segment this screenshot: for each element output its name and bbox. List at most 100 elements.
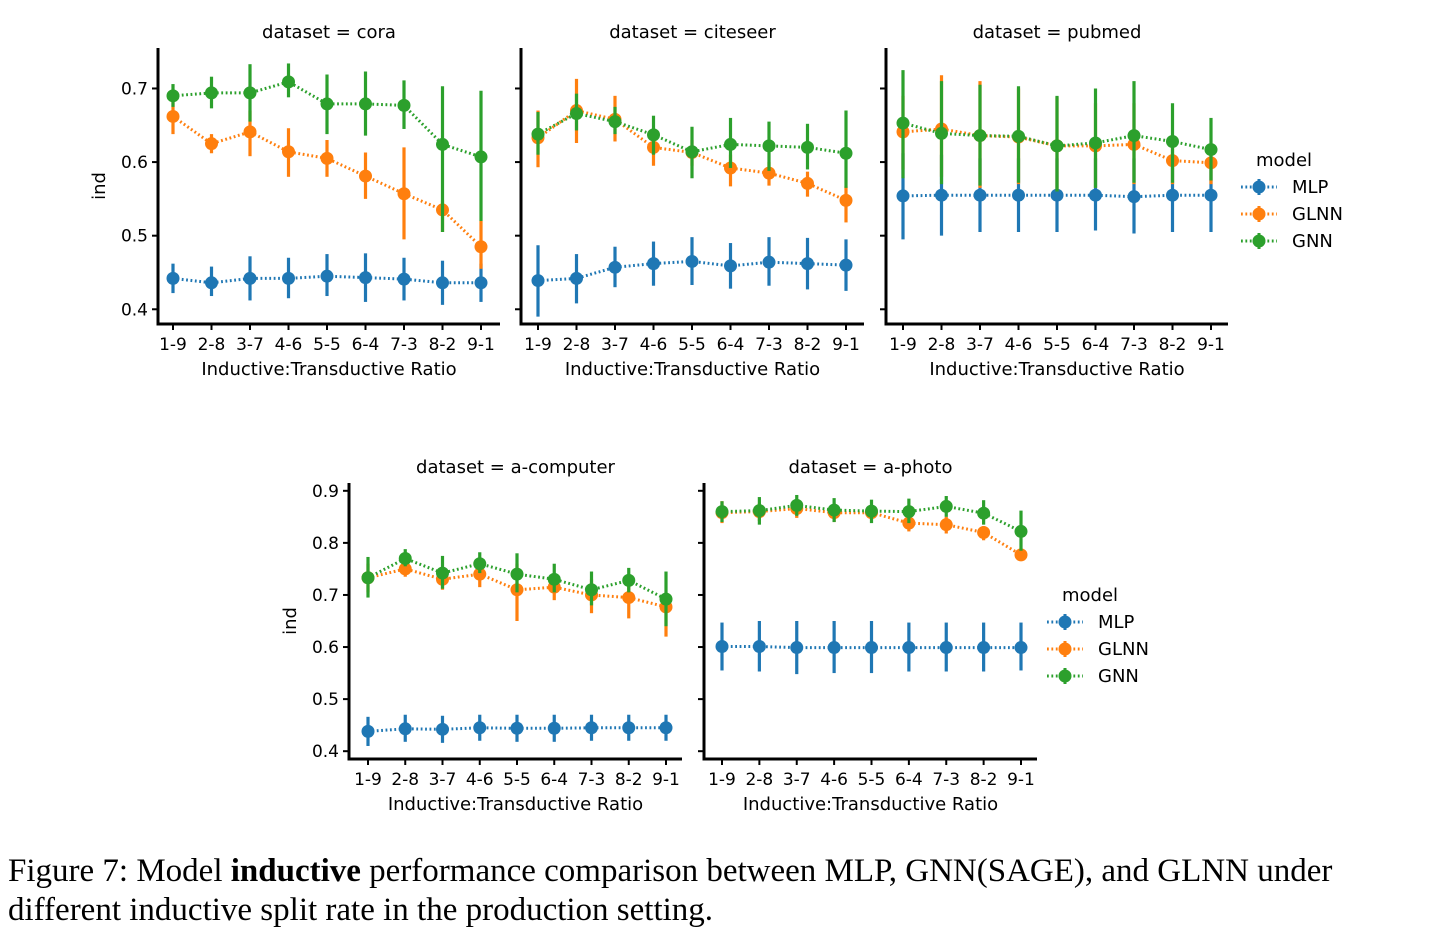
series-line (722, 645, 1021, 650)
x-tick-label: 7-3 (578, 770, 606, 790)
data-point (762, 255, 776, 269)
figure-canvas: dataset = cora 0.4 0.5 0.6 0.7 1-9 2-8 3-7 4-6 5-… (89, 22, 1343, 815)
y-tick-label: 0.5 (121, 227, 148, 247)
x-axis-title: Inductive:Transductive Ratio (743, 794, 998, 815)
data-point (827, 503, 841, 517)
data-point (839, 193, 853, 207)
x-tick-label: 9-1 (467, 335, 495, 355)
x-tick-label: 4-6 (275, 335, 303, 355)
data-point (320, 97, 334, 111)
data-point (1050, 139, 1064, 153)
data-point (896, 116, 910, 130)
x-tick-label: 8-2 (970, 770, 998, 790)
data-point (801, 140, 814, 154)
series-line (537, 111, 847, 155)
series-line (172, 115, 483, 248)
data-point (166, 271, 180, 285)
x-axis-title: Inductive:Transductive Ratio (929, 359, 1184, 380)
x-tick-label: 5-5 (1043, 335, 1071, 355)
x-tick-label: 6-4 (352, 335, 380, 355)
x-tick-label: 7-3 (390, 335, 418, 355)
legend-label: GLNN (1292, 204, 1343, 225)
data-point (436, 276, 449, 290)
data-point (1014, 641, 1028, 655)
y-tick-label: 0.9 (312, 482, 339, 502)
x-tick-label: 4-6 (820, 770, 848, 790)
panel-title: dataset = cora (262, 22, 396, 43)
data-point (939, 641, 953, 655)
legend-label: GLNN (1098, 639, 1149, 660)
data-point (166, 89, 180, 103)
data-point (398, 562, 412, 576)
data-point (1089, 188, 1102, 202)
x-tick-label: 5-5 (313, 335, 341, 355)
data-point (547, 572, 561, 586)
data-point (398, 552, 412, 566)
legend-bottom: model MLP GLNN GNN (1047, 585, 1149, 687)
data-point (361, 724, 375, 738)
data-point (585, 583, 598, 597)
x-tick-label: 1-9 (708, 770, 736, 790)
x-tick-label: 9-1 (652, 770, 680, 790)
legend-marker (1058, 642, 1072, 656)
series-gnn (166, 63, 488, 232)
data-point (359, 169, 372, 183)
x-tick-label: 6-4 (717, 335, 745, 355)
panel-cora: dataset = cora 0.4 0.5 0.6 0.7 1-9 2-8 3-7 4-6 5-… (89, 22, 500, 380)
data-point (320, 269, 334, 283)
x-tick-label: 1-9 (889, 335, 917, 355)
data-point (397, 98, 411, 112)
y-tick-label: 0.7 (121, 79, 148, 99)
data-point (397, 187, 411, 201)
panel-title: dataset = citeseer (609, 22, 776, 43)
data-point (865, 641, 878, 655)
data-point (1012, 129, 1025, 143)
legend-title: model (1062, 585, 1118, 606)
data-point (977, 525, 991, 539)
x-tick-label: 8-2 (794, 335, 822, 355)
data-point (474, 240, 488, 254)
panel-title: dataset = a-computer (416, 457, 616, 478)
data-point (622, 591, 636, 605)
x-axis-title: Inductive:Transductive Ratio (201, 359, 456, 380)
x-tick-label: 2-8 (198, 335, 226, 355)
series-mlp (361, 714, 673, 746)
x-tick-label: 2-8 (563, 335, 591, 355)
x-tick-label: 3-7 (783, 770, 811, 790)
legend-title: model (1256, 150, 1312, 171)
data-point (282, 145, 295, 159)
y-tick-label: 0.4 (121, 300, 148, 320)
x-tick-label: 8-2 (1159, 335, 1187, 355)
x-tick-label: 3-7 (966, 335, 994, 355)
y-tick-label: 0.7 (312, 586, 339, 606)
data-point (473, 557, 487, 571)
x-tick-label: 9-1 (1197, 335, 1225, 355)
legend-label: MLP (1098, 612, 1135, 633)
data-point (1166, 134, 1179, 148)
data-point (715, 640, 729, 654)
data-point (1127, 190, 1141, 204)
data-point (935, 188, 948, 202)
legend-marker (1252, 234, 1266, 248)
panel-title: dataset = a-photo (788, 457, 952, 478)
data-point (436, 722, 449, 736)
data-point (647, 128, 660, 142)
panel-citeseer: dataset = citeseer 1-9 2-8 3-7 4-6 5-5 6-4 7-3 8… (515, 22, 864, 380)
x-tick-label: 6-4 (540, 770, 568, 790)
x-tick-label: 5-5 (678, 335, 706, 355)
x-tick-label: 1-9 (524, 335, 552, 355)
data-point (839, 146, 853, 160)
data-point (474, 150, 488, 164)
data-point (865, 504, 878, 518)
data-point (510, 567, 524, 581)
data-point (752, 504, 766, 518)
series-gnn (896, 70, 1218, 192)
x-tick-label: 6-4 (895, 770, 923, 790)
data-point (243, 271, 257, 285)
legend-entry-gnn: GNN (1241, 231, 1333, 252)
data-point (973, 188, 987, 202)
x-tick-label: 6-4 (1082, 335, 1110, 355)
legend-label: GNN (1098, 666, 1139, 687)
data-point (531, 274, 545, 288)
data-point (1014, 548, 1028, 562)
